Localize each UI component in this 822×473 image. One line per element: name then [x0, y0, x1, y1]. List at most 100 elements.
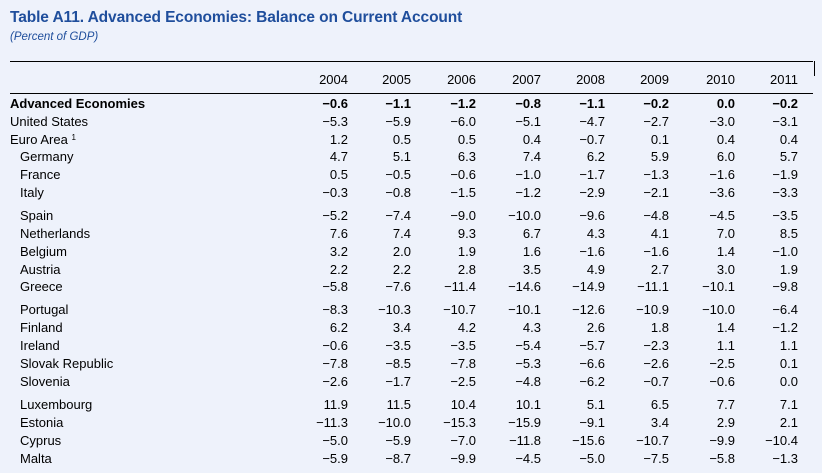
- table-cell: −2.3: [643, 338, 669, 353]
- table-row: France 0.5 −0.5 −0.6 −1.0 −1.7 −1.3 −1.6 −1.9: [0, 167, 822, 184]
- table-cell: −10.4: [765, 433, 798, 448]
- table-cell: 0.4: [779, 132, 798, 147]
- table-row: Advanced Economies −0.6 −1.1 −1.2 −0.8 −1.1 −0…: [0, 96, 822, 113]
- table-row: Estonia −11.3 −10.0 −15.3 −15.9 −9.1 3.4 2.9 2.1: [0, 415, 822, 432]
- table-row: Cyprus −5.0 −5.9 −7.0 −11.8 −15.6 −10.7 −9.9 −10…: [0, 433, 822, 450]
- table-cell: 1.4: [716, 244, 735, 259]
- table-cell: −3.5: [772, 208, 798, 223]
- table-cell: −15.6: [572, 433, 605, 448]
- table-cell: −1.3: [772, 451, 798, 466]
- table-cell: −0.5: [385, 167, 411, 182]
- table-cell: 5.7: [779, 149, 798, 164]
- table-cell: −9.9: [709, 433, 735, 448]
- table-cell: 6.3: [457, 149, 476, 164]
- table-cell: −10.1: [508, 302, 541, 317]
- table-cell: 2.0: [392, 244, 411, 259]
- row-label-text: Ireland: [20, 338, 60, 353]
- table-cell: 11.9: [323, 397, 348, 412]
- footnote-marker: 1: [71, 133, 76, 142]
- table-cell: −9.0: [450, 208, 476, 223]
- row-label: Portugal: [20, 302, 68, 317]
- table-cell: −3.1: [772, 114, 798, 129]
- row-label-text: Cyprus: [20, 433, 62, 448]
- row-label-text: Greece: [20, 279, 63, 294]
- table-cell: 2.9: [716, 415, 735, 430]
- table-cell: 3.0: [716, 262, 735, 277]
- table-cell: −2.1: [643, 185, 669, 200]
- table-cell: −0.6: [322, 96, 348, 111]
- table-cell: −1.5: [450, 185, 476, 200]
- table-cell: −4.5: [515, 451, 541, 466]
- table-subtitle: (Percent of GDP): [10, 31, 99, 43]
- table-cell: 9.3: [457, 226, 476, 241]
- table-cell: 3.2: [329, 244, 348, 259]
- table-cell: 2.2: [392, 262, 411, 277]
- table-cell: 0.0: [779, 374, 798, 389]
- table-cell: −5.0: [322, 433, 348, 448]
- table-cell: 6.5: [650, 397, 669, 412]
- table-cell: 8.5: [779, 226, 798, 241]
- table-cell: 6.2: [586, 149, 605, 164]
- table-cell: −5.1: [515, 114, 541, 129]
- table-cell: −9.6: [579, 208, 605, 223]
- table-cell: 0.5: [329, 167, 348, 182]
- table-cell: 0.1: [779, 356, 798, 371]
- table-cell: 11.5: [386, 397, 411, 412]
- table-row: Belgium 3.2 2.0 1.9 1.6 −1.6 −1.6 1.4 −1.0: [0, 244, 822, 261]
- table-cell: 7.4: [392, 226, 411, 241]
- row-label: Slovenia: [20, 374, 70, 389]
- table-cell: −8.7: [385, 451, 411, 466]
- table-cell: 4.3: [522, 320, 541, 335]
- table-cell: −0.6: [709, 374, 735, 389]
- table-cell: 4.2: [457, 320, 476, 335]
- table-row: Slovenia −2.6 −1.7 −2.5 −4.8 −6.2 −0.7 −0.6 0.0: [0, 374, 822, 391]
- table-cell: −1.2: [515, 185, 541, 200]
- table-row: Malta −5.9 −8.7 −9.9 −4.5 −5.0 −7.5 −5.8 −1.3: [0, 451, 822, 468]
- table-row: Greece −5.8 −7.6 −11.4 −14.6 −14.9 −11.1 −10.1 −…: [0, 279, 822, 296]
- table-cell: −0.6: [322, 338, 348, 353]
- table-cell: 10.1: [515, 397, 541, 412]
- table-cell: −10.0: [702, 302, 735, 317]
- row-label: Cyprus: [20, 433, 61, 448]
- row-label-text: Netherlands: [20, 226, 91, 241]
- table-cell: −0.2: [643, 96, 669, 111]
- table-row: Euro Area 1 1.2 0.5 0.5 0.4 −0.7 0.1 0.4 0.4: [0, 132, 822, 149]
- table-cell: −6.4: [772, 302, 798, 317]
- table-cell: −5.8: [709, 451, 735, 466]
- table-cell: 3.5: [522, 262, 541, 277]
- table-cell: −1.1: [579, 96, 605, 111]
- table-cell: 3.4: [650, 415, 669, 430]
- table-cell: −10.9: [636, 302, 669, 317]
- table-cell: 1.2: [329, 132, 348, 147]
- table-cell: 4.9: [586, 262, 605, 277]
- table-cell: 1.1: [779, 338, 798, 353]
- table-cell: 2.6: [586, 320, 605, 335]
- table-cell: 2.2: [329, 262, 348, 277]
- table-cell: 0.4: [522, 132, 541, 147]
- table-cell: 1.9: [779, 262, 798, 277]
- table-cell: −6.0: [450, 114, 476, 129]
- table-cell: 6.7: [522, 226, 541, 241]
- table-cell: 1.1: [716, 338, 735, 353]
- table-cell: 0.0: [716, 96, 735, 111]
- row-label-text: Spain: [20, 208, 54, 223]
- table-title: Table A11. Advanced Economies: Balance o…: [10, 9, 463, 26]
- row-label-text: Luxembourg: [20, 397, 93, 412]
- table-cell: −0.7: [579, 132, 605, 147]
- table-row: Luxembourg 11.9 11.5 10.4 10.1 5.1 6.5 7.7 7.1: [0, 397, 822, 414]
- table-cell: −2.6: [322, 374, 348, 389]
- year-header: 2005: [382, 72, 411, 87]
- table-cell: 7.6: [329, 226, 348, 241]
- table-cell: −3.5: [450, 338, 476, 353]
- table-cell: 0.4: [716, 132, 735, 147]
- table-cell: −5.2: [322, 208, 348, 223]
- table-row: Portugal −8.3 −10.3 −10.7 −10.1 −12.6 −10.9 −10…: [0, 302, 822, 319]
- table-cell: −7.8: [322, 356, 348, 371]
- year-header: 2007: [512, 72, 541, 87]
- table-cell: −14.6: [508, 279, 541, 294]
- header-rule: [10, 93, 813, 94]
- table-cell: −1.2: [772, 320, 798, 335]
- table-cell: −7.8: [450, 356, 476, 371]
- table-cell: 0.1: [650, 132, 669, 147]
- table-cell: −11.4: [444, 279, 476, 294]
